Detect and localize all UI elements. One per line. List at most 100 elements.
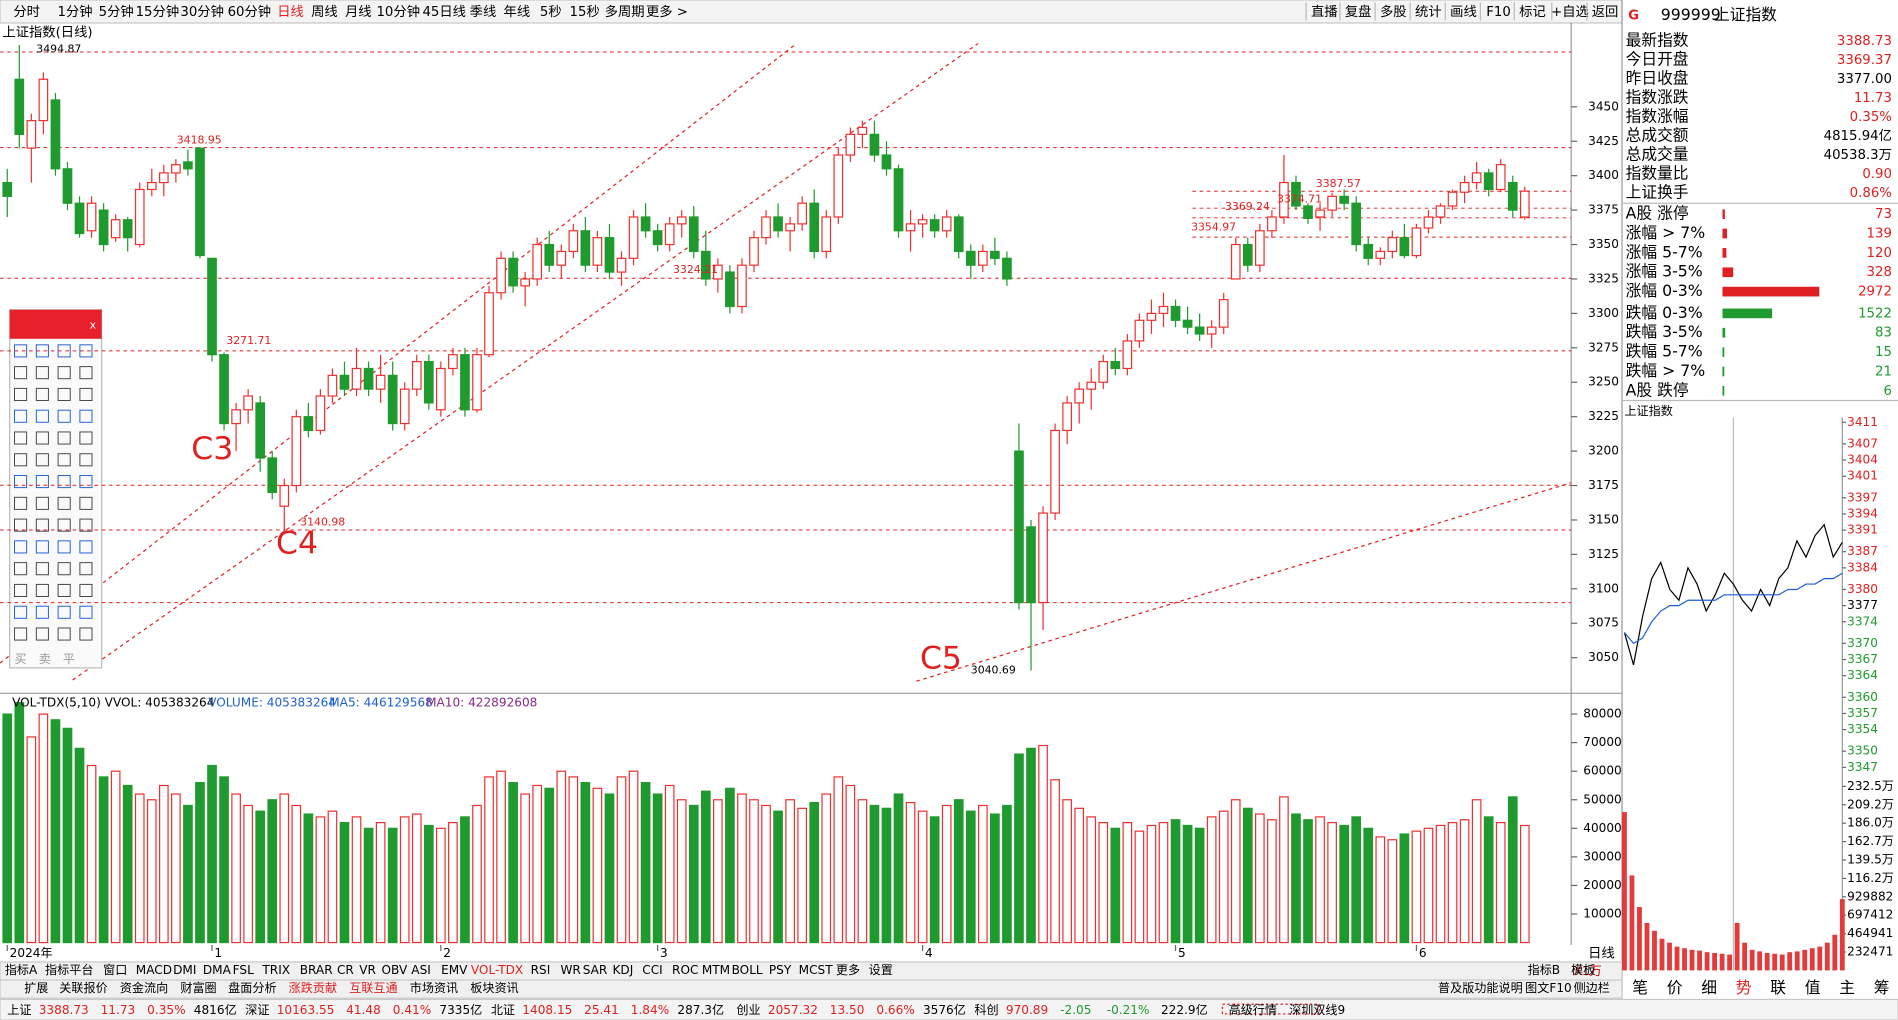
toolbar-button[interactable]: +自选 [1551,4,1589,20]
indicator-tab[interactable]: MACD [136,963,172,977]
side-tab[interactable]: 势 [1736,978,1752,997]
indicator-tab[interactable]: BOLL [732,963,763,977]
tool-icon[interactable] [57,562,71,576]
tool-icon[interactable] [14,387,28,401]
indicator-tab[interactable]: DMA [203,963,232,977]
tool-icon[interactable] [79,366,93,380]
tool-icon[interactable] [35,583,49,597]
period-tab[interactable]: 年线 [504,4,531,20]
period-tab[interactable]: 45日线 [422,4,466,20]
indicator-tab[interactable]: ROC [672,963,698,977]
indicator-tab[interactable]: DMI [173,963,196,977]
tool-icon[interactable] [14,453,28,467]
tool-icon[interactable] [14,409,28,423]
tool-icon[interactable] [35,627,49,641]
tool-icon[interactable] [14,344,28,358]
status-extra[interactable]: 深圳双线9 [1289,1003,1345,1017]
indicator-tab[interactable]: 模板 [1571,963,1595,977]
period-tab[interactable]: 30分钟 [180,3,224,20]
indicator-tab[interactable]: FSL [233,963,254,977]
period-tab[interactable]: 10分钟 [376,3,420,20]
period-tab[interactable]: 月线 [345,4,372,20]
tool-label[interactable]: 平 [63,652,75,666]
indicator-tab[interactable]: MTM [702,963,730,977]
info-tab[interactable]: 扩展 [24,981,48,995]
tool-icon[interactable] [57,409,71,423]
period-tab[interactable]: 多周期 [605,3,645,20]
toolbar-button[interactable]: 画线 [1450,4,1477,20]
indicator-tab[interactable]: KDJ [612,963,633,977]
tool-icon[interactable] [35,431,49,445]
period-tab[interactable]: 更多 > [646,3,688,20]
tool-icon[interactable] [79,518,93,532]
tool-icon[interactable] [14,518,28,532]
indicator-tab[interactable]: EMV [441,963,468,977]
indicator-tab[interactable]: TRIX [261,963,290,977]
tool-icon[interactable] [35,496,49,510]
toolbar-button[interactable]: 直播 [1311,4,1338,20]
toolbar-button[interactable]: 标记 [1519,4,1546,20]
indicator-tab[interactable]: 设置 [869,963,893,977]
tool-icon[interactable] [35,453,49,467]
tool-icon[interactable] [14,496,28,510]
tool-icon[interactable] [35,387,49,401]
period-tab[interactable]: 15秒 [570,4,600,20]
tool-icon[interactable] [14,583,28,597]
tool-icon[interactable] [79,475,93,489]
period-tab[interactable]: 5分钟 [99,3,134,20]
tool-icon[interactable] [35,562,49,576]
side-tab[interactable]: 价 [1667,978,1683,997]
tool-icon[interactable] [79,409,93,423]
period-tab[interactable]: 季线 [470,4,497,20]
indicator-tab[interactable]: RSI [531,963,551,977]
tool-icon[interactable] [57,387,71,401]
tool-icon[interactable] [57,518,71,532]
info-link[interactable]: 侧边栏 [1574,980,1610,995]
side-tab[interactable]: 细 [1701,978,1717,997]
tool-icon[interactable] [79,431,93,445]
tool-icon[interactable] [14,605,28,619]
period-tab[interactable]: 周线 [311,4,338,20]
toolbox-close[interactable]: x [90,318,97,331]
indicator-tab[interactable]: 更多 [836,963,860,977]
tool-icon[interactable] [79,344,93,358]
indicator-tab[interactable]: 指标A [5,962,38,977]
period-tab[interactable]: 60分钟 [228,3,272,20]
tool-icon[interactable] [35,605,49,619]
tool-icon[interactable] [57,627,71,641]
period-tab[interactable]: 15分钟 [136,3,180,20]
tool-icon[interactable] [57,431,71,445]
tool-icon[interactable] [14,562,28,576]
tool-icon[interactable] [79,540,93,554]
tool-icon[interactable] [57,496,71,510]
info-tab[interactable]: 市场资讯 [410,980,458,995]
side-tab[interactable]: 笔 [1632,978,1648,997]
indicator-tab[interactable]: PSY [769,963,792,977]
info-link[interactable]: 图文F10 [1525,980,1572,995]
tool-icon[interactable] [57,475,71,489]
tool-icon[interactable] [35,518,49,532]
toolbox-header[interactable] [9,309,102,339]
tool-icon[interactable] [35,475,49,489]
toolbar-button[interactable]: F10 [1486,5,1511,20]
status-extra[interactable]: 高级行情 [1229,1002,1277,1017]
tool-icon[interactable] [57,540,71,554]
tool-icon[interactable] [57,366,71,380]
tool-label[interactable]: 买 [15,652,27,666]
side-tab[interactable]: 筹 [1874,978,1890,997]
tool-icon[interactable] [79,583,93,597]
tool-icon[interactable] [35,366,49,380]
toolbar-button[interactable]: 多股 [1380,3,1407,20]
tool-label[interactable]: 卖 [39,652,51,666]
info-tab[interactable]: 涨跌贡献 [289,980,337,995]
info-tab[interactable]: 板块资讯 [470,981,518,995]
indicator-tab[interactable]: CR [337,963,354,977]
tool-icon[interactable] [57,344,71,358]
tool-icon[interactable] [57,605,71,619]
toolbar-button[interactable]: 返回 [1592,4,1619,20]
tool-icon[interactable] [14,475,28,489]
tool-icon[interactable] [35,409,49,423]
info-tab[interactable]: 互联互通 [349,981,397,995]
tool-icon[interactable] [57,453,71,467]
indicator-tab[interactable]: ASI [411,963,431,977]
